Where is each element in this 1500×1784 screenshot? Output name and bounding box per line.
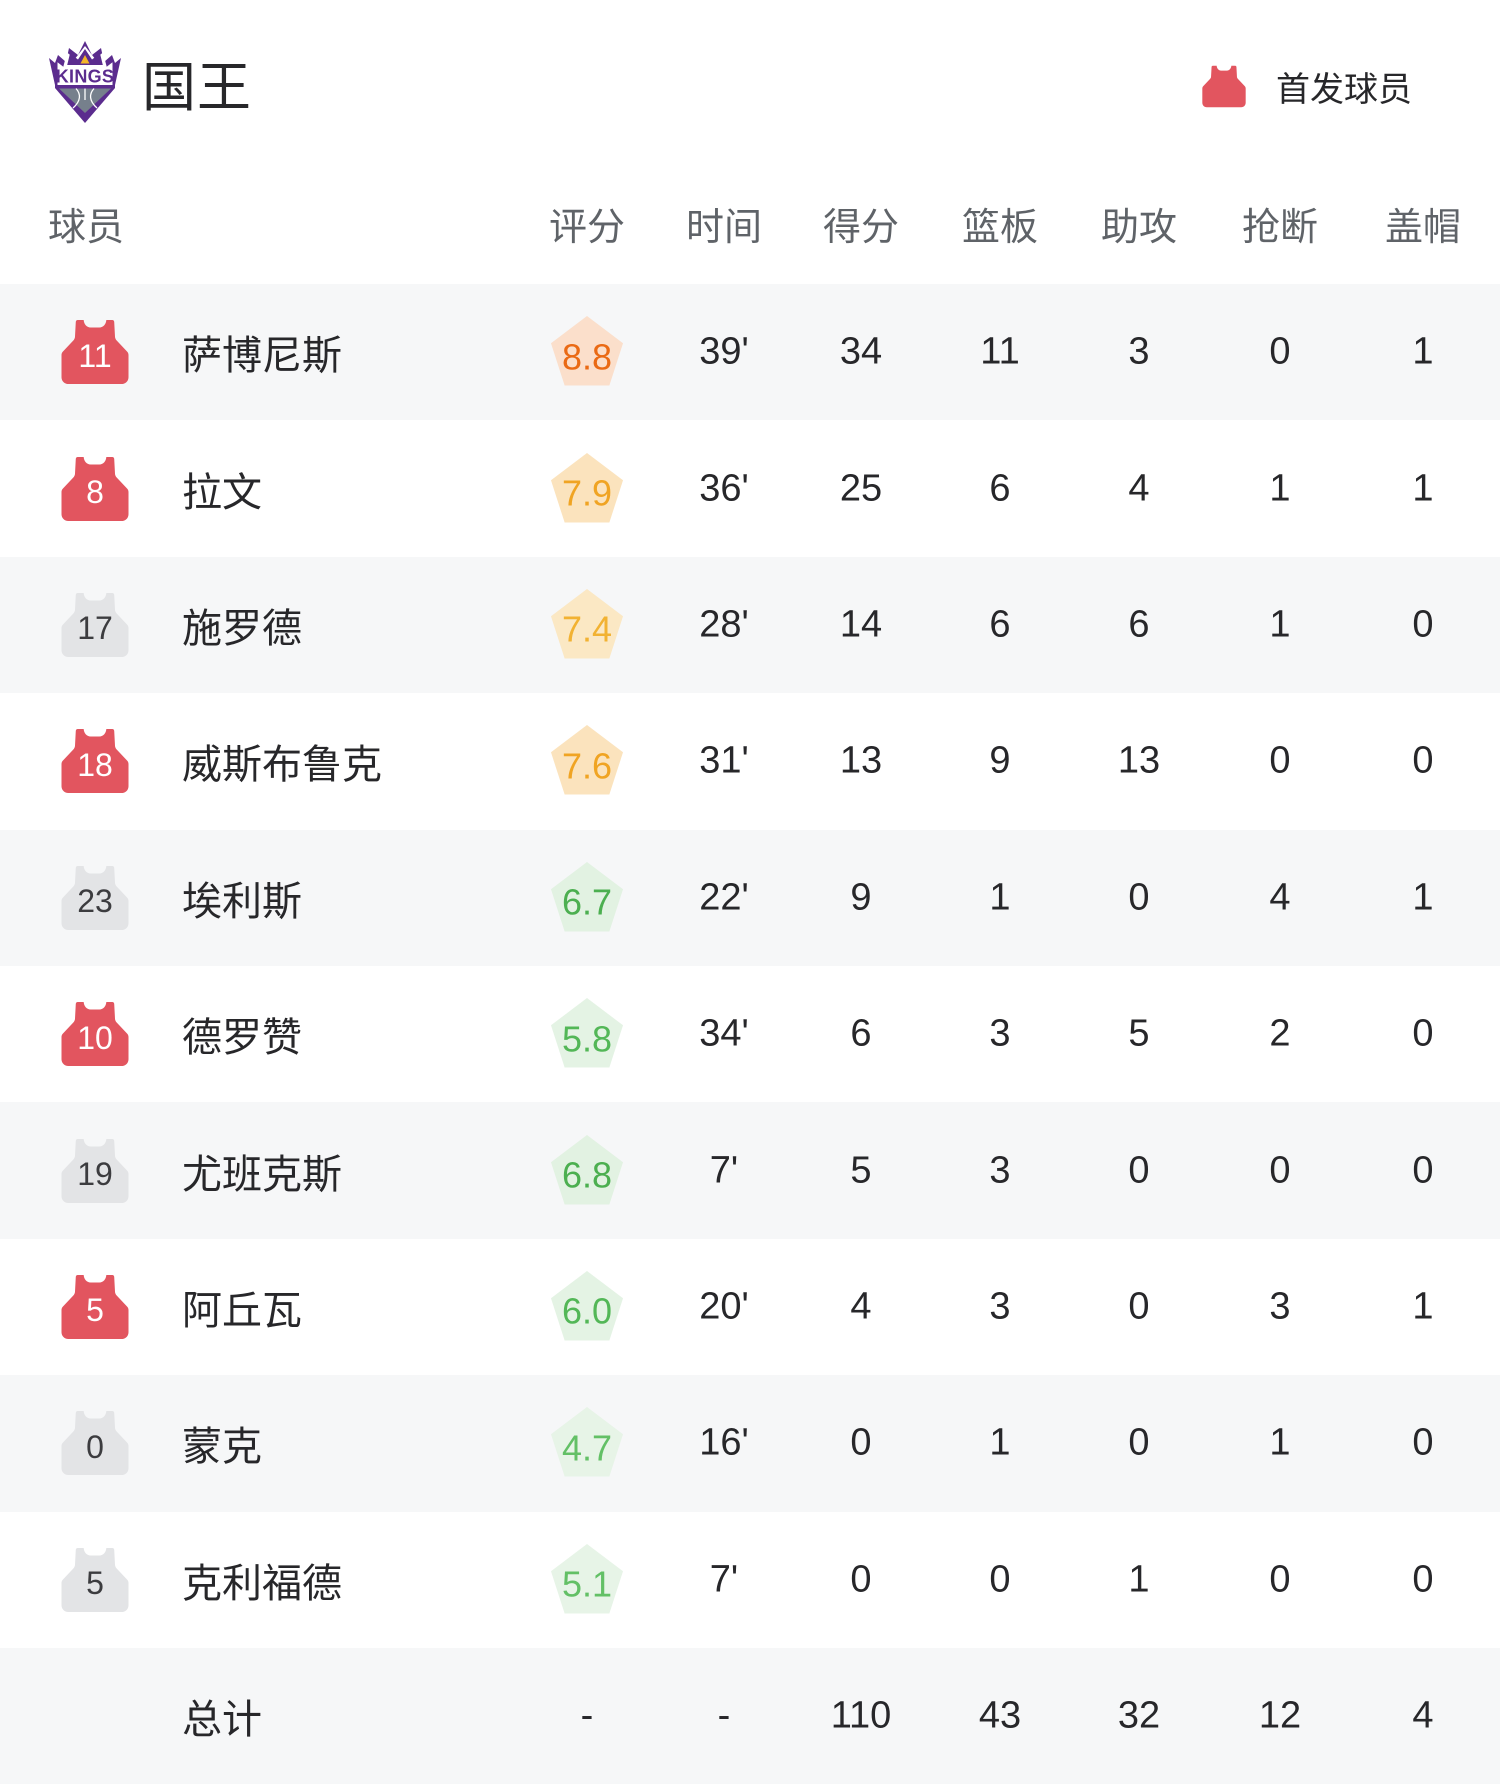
svg-text:KINGS: KINGS [56,67,115,87]
